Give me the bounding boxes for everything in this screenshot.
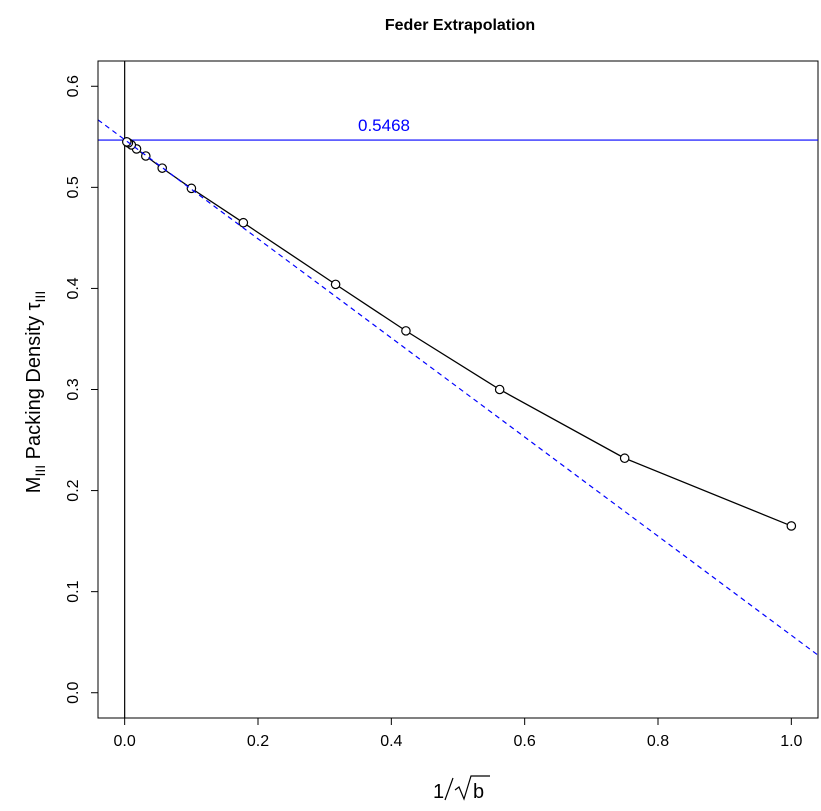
x-label-radical (454, 775, 490, 801)
x-axis-label: 1 b (433, 775, 490, 803)
y-tick-label: 0.3 (65, 378, 82, 400)
x-tick-label: 0.8 (647, 733, 669, 750)
data-point (238, 217, 249, 228)
plot-frame (97, 60, 819, 719)
x-axis: 0.0 0.2 0.4 0.6 0.8 1.0 (114, 717, 803, 750)
x-tick-label: 0.6 (514, 733, 536, 750)
x-label-radicand: b (473, 781, 484, 803)
data-point (157, 163, 167, 173)
x-label-slash (444, 777, 454, 801)
y-tick-label: 0.6 (65, 75, 82, 97)
y-label-main-sub: III (32, 465, 48, 477)
y-label-greek: τ (23, 302, 45, 310)
series-line (126, 141, 792, 527)
data-point (401, 326, 411, 336)
y-label-main: M (23, 477, 45, 494)
y-tick-label: 0.5 (65, 176, 82, 198)
x-tick-label: 1.0 (780, 733, 802, 750)
x-tick-label: 0.4 (380, 733, 402, 750)
x-label-prefix: 1 (433, 781, 444, 803)
y-label-rest: Packing Density (23, 310, 45, 465)
y-tick-label: 0.4 (65, 277, 82, 299)
y-label-greek-sub: III (32, 291, 48, 303)
y-tick-label: 0.2 (65, 479, 82, 501)
data-point (330, 279, 341, 290)
chart-title: Feder Extrapolation (385, 17, 535, 34)
x-tick-label: 0.0 (114, 733, 136, 750)
y-axis: 0.0 0.1 0.2 0.3 0.4 0.5 0.6 (65, 75, 99, 704)
data-point (619, 453, 630, 464)
plot-area (98, 61, 818, 718)
data-point (494, 384, 505, 395)
y-tick-label: 0.1 (65, 580, 82, 602)
data-point (786, 521, 797, 531)
fit-line (98, 119, 818, 656)
y-tick-label: 0.0 (65, 682, 82, 704)
reference-line-label: 0.5468 (358, 116, 410, 135)
x-tick-label: 0.2 (247, 733, 269, 750)
y-axis-label: MIII Packing Density τIII (23, 291, 48, 493)
svg-text:MIII Packing Density τIII: MIII Packing Density τIII (23, 291, 48, 493)
